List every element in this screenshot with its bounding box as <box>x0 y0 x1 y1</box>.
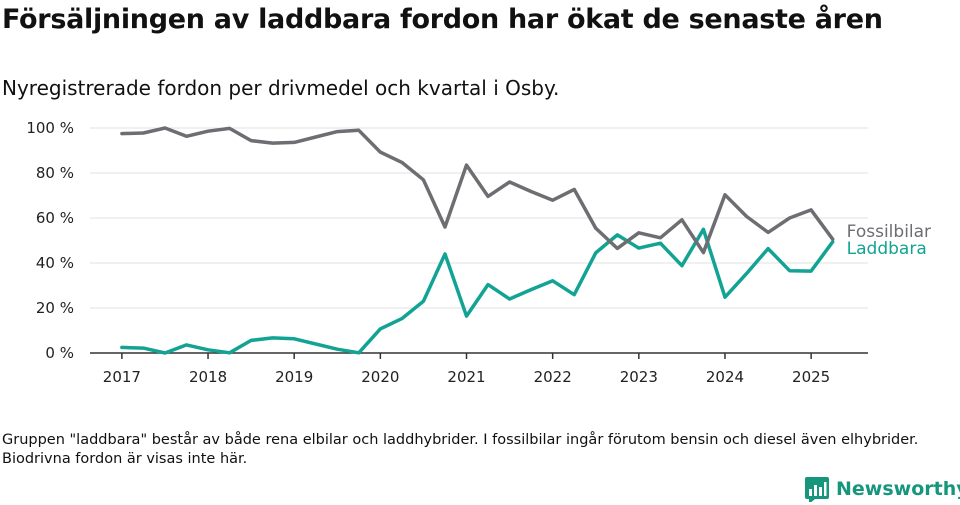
x-tick-label: 2018 <box>189 368 227 386</box>
y-tick-label: 20 % <box>36 299 74 317</box>
x-tick-label: 2019 <box>275 368 313 386</box>
series-label-laddbara: Laddbara <box>847 239 927 259</box>
line-chart: 0 % 20 % 40 % 60 % 80 % 100 % 2017 2018 2019 202… <box>26 119 931 386</box>
brand-name: Newsworthy <box>836 478 960 500</box>
x-tick-label: 2023 <box>620 368 658 386</box>
series-label-fossilbilar: Fossilbilar <box>847 222 931 242</box>
y-tick-label: 60 % <box>36 209 74 227</box>
brand-logo: Newsworthy <box>804 474 960 504</box>
y-tick-label: 80 % <box>36 164 74 182</box>
x-tick-label: 2024 <box>706 368 744 386</box>
x-axis: 2017 2018 2019 2020 2021 2022 2023 2024 2025 <box>90 352 868 386</box>
x-tick-label: 2025 <box>792 368 830 386</box>
chart-subtitle: Nyregistrerade fordon per drivmedel och … <box>2 76 560 100</box>
footnote: Gruppen "laddbara" består av både rena e… <box>2 432 919 467</box>
newsworthy-logo-icon <box>805 477 829 502</box>
series-line-laddbara <box>120 227 835 355</box>
chart-title: Försäljningen av laddbara fordon har öka… <box>2 4 883 35</box>
x-tick-label: 2021 <box>447 368 485 386</box>
series-line-fossilbilar <box>120 126 835 255</box>
x-tick-label: 2022 <box>534 368 572 386</box>
x-tick-label: 2020 <box>361 368 399 386</box>
y-tick-label: 100 % <box>26 119 74 137</box>
y-tick-label: 40 % <box>36 254 74 272</box>
y-tick-label: 0 % <box>45 344 74 362</box>
y-axis: 0 % 20 % 40 % 60 % 80 % 100 % <box>26 119 74 362</box>
x-tick-label: 2017 <box>103 368 141 386</box>
series-lines <box>120 126 835 355</box>
